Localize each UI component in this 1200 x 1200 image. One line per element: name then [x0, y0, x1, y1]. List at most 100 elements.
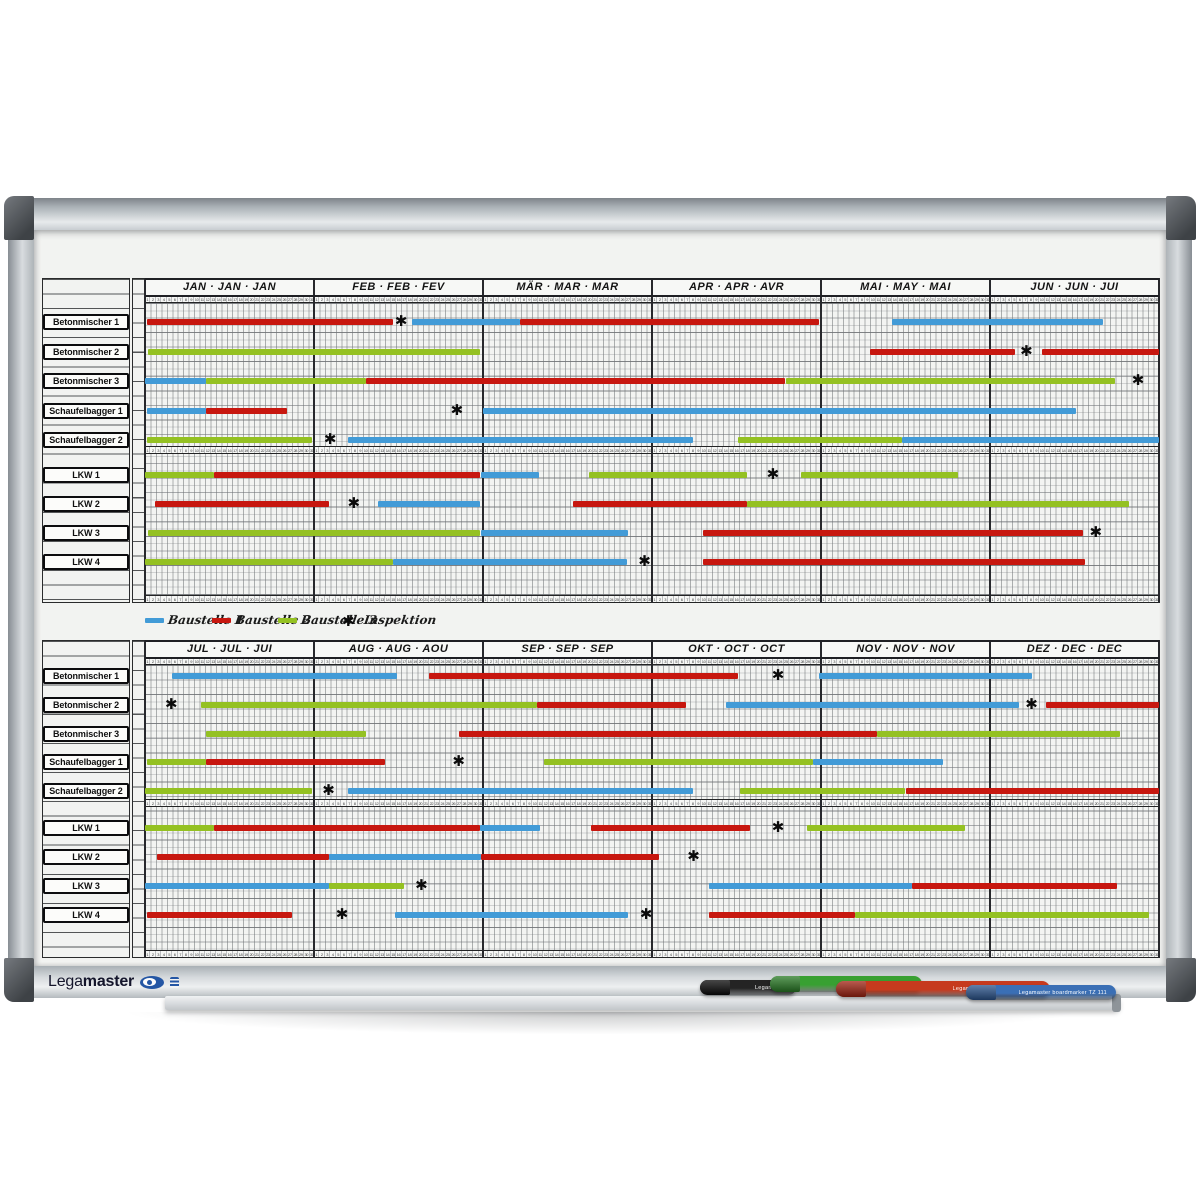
day-cell: 25: [1120, 951, 1126, 957]
day-cell: 10: [700, 658, 706, 664]
day-cell: 23: [602, 951, 608, 957]
frame-corner-bottom-right: [1166, 958, 1196, 1002]
inspection-mark: ✱: [394, 312, 408, 330]
day-cell: 6: [847, 596, 852, 602]
day-cell: 3: [661, 447, 667, 453]
day-cell: 28: [630, 658, 636, 664]
day-cell: 19: [580, 296, 586, 302]
day-cell: 27: [624, 951, 630, 957]
day-cell: 27: [455, 296, 461, 302]
day-cell: 1: [315, 448, 318, 453]
day-cell: 17: [569, 951, 575, 957]
day-cell: 31: [646, 800, 652, 806]
row-label: LKW 3: [43, 878, 129, 894]
day-cell: 23: [264, 447, 270, 453]
day-cell: 7: [176, 800, 182, 806]
inspection-mark: ✱: [415, 876, 428, 894]
day-cell: 30: [641, 951, 647, 957]
marker-cap: [770, 976, 800, 992]
day-cell: 2: [149, 658, 154, 664]
gantt-bar-green: [807, 825, 965, 831]
day-cell: 8: [1027, 658, 1032, 664]
day-cell: 15: [389, 296, 395, 302]
day-cell: 26: [1126, 596, 1132, 602]
day-cell: 26: [788, 658, 794, 664]
day-cell: 8: [351, 951, 356, 957]
day-cell: 21: [1098, 951, 1104, 957]
day-cell: 11: [705, 596, 711, 602]
day-cell: 1: [653, 597, 656, 602]
day-cell: 28: [292, 951, 298, 957]
day-cell: 15: [727, 596, 733, 602]
month-header-cell: JAN · JAN · JAN: [145, 278, 314, 295]
day-cell: 2: [825, 800, 830, 806]
day-cell: 12: [1049, 658, 1055, 664]
day-cell: 31: [1153, 800, 1159, 806]
day-cell: 13: [885, 951, 891, 957]
day-cell: 29: [1142, 951, 1148, 957]
day-cell: 5: [672, 800, 678, 806]
day-cell: 14: [891, 658, 897, 664]
day-cell: 12: [542, 658, 548, 664]
day-cell: 20: [924, 951, 930, 957]
month-boundary-line: [313, 640, 315, 958]
day-cell: 1: [146, 448, 149, 453]
legend-label: Baustelle 1: [167, 613, 245, 627]
day-cell: 19: [1087, 596, 1093, 602]
day-cell: 25: [613, 800, 619, 806]
day-cell: 15: [558, 447, 564, 453]
day-cell: 16: [1071, 296, 1077, 302]
day-cell: 20: [755, 800, 761, 806]
day-cell: 20: [755, 447, 761, 453]
gantt-bar-red: [214, 472, 480, 478]
day-cell: 14: [1060, 658, 1066, 664]
day-cell: 28: [1137, 447, 1143, 453]
day-cell: 25: [444, 296, 450, 302]
day-cell: 21: [1098, 800, 1104, 806]
day-cell: 4: [1005, 447, 1010, 453]
day-cell: 5: [841, 447, 847, 453]
day-cell: 26: [619, 296, 625, 302]
day-cell: 7: [1021, 800, 1027, 806]
grid-border-line: [145, 657, 1159, 659]
day-cell: 2: [318, 296, 323, 302]
day-cell: 25: [275, 800, 281, 806]
day-cell: 11: [874, 658, 880, 664]
day-cell: 24: [608, 951, 614, 957]
day-cell: 6: [1016, 800, 1021, 806]
day-cell: 9: [525, 296, 531, 302]
day-cell: 30: [303, 447, 309, 453]
day-cell: 30: [472, 447, 478, 453]
day-cell: 28: [461, 800, 467, 806]
day-cell: 3: [154, 951, 160, 957]
day-cell: 18: [575, 296, 581, 302]
day-cell: 3: [830, 951, 836, 957]
row-label: Betonmischer 1: [43, 314, 129, 330]
day-cell: 26: [450, 951, 456, 957]
gantt-bar-red: [146, 319, 394, 325]
day-cell: 11: [874, 951, 880, 957]
day-cell: 14: [722, 951, 728, 957]
day-cell: 15: [896, 800, 902, 806]
day-cell: 6: [340, 596, 345, 602]
day-cell: 29: [804, 596, 810, 602]
day-cell: 7: [514, 951, 520, 957]
day-cell: 2: [318, 658, 323, 664]
day-cell: 16: [902, 447, 908, 453]
gantt-bar-blue: [481, 472, 539, 478]
day-cell: 9: [525, 951, 531, 957]
day-cell: 29: [297, 800, 303, 806]
day-cell: 10: [700, 800, 706, 806]
day-cell: 11: [198, 447, 204, 453]
day-cell: 4: [1005, 951, 1010, 957]
day-cell: 13: [209, 951, 215, 957]
day-cell: 6: [509, 800, 514, 806]
day-cell: 31: [1153, 447, 1159, 453]
day-cell: 21: [422, 951, 428, 957]
day-cell: 30: [979, 951, 985, 957]
day-cell: 8: [858, 596, 863, 602]
day-cell: 13: [209, 596, 215, 602]
gantt-bar-green: [738, 437, 903, 443]
day-cell: 23: [602, 447, 608, 453]
day-cell: 9: [187, 296, 193, 302]
